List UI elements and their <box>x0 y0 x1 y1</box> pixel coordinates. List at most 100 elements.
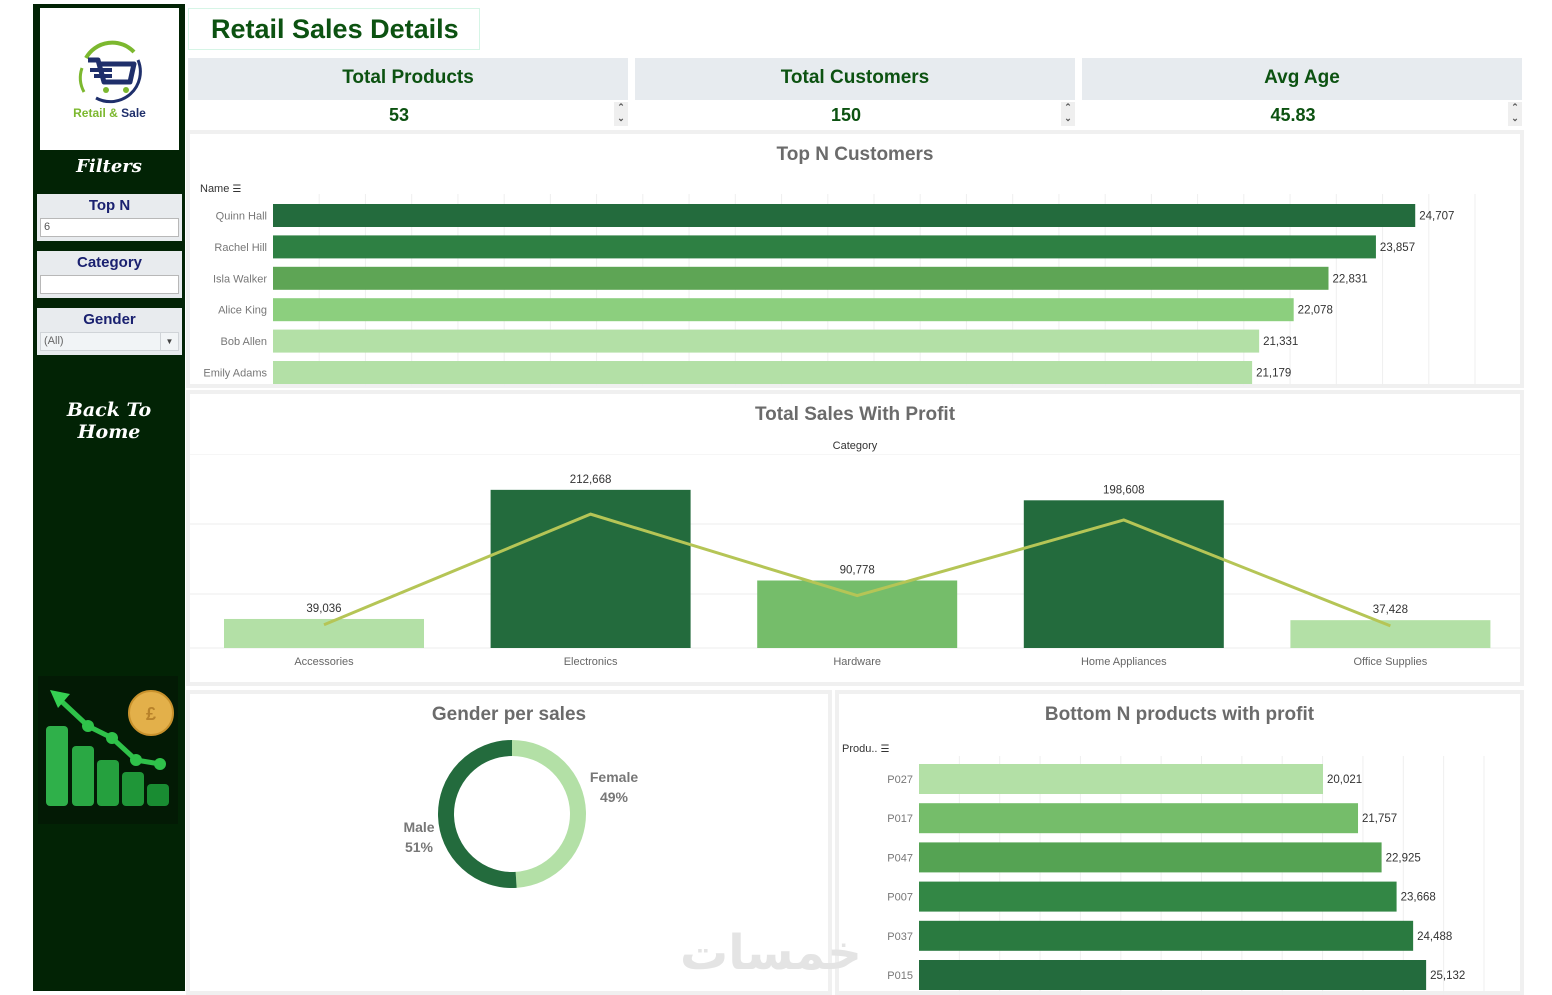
sort-ascending-icon[interactable]: ☰ <box>880 744 890 755</box>
logo-word-retail: Retail <box>73 106 106 120</box>
data-label: 20,021 <box>1327 774 1362 786</box>
filter-top-n: Top N 6 <box>37 194 182 241</box>
category-label: Quinn Hall <box>216 211 267 223</box>
axis-header: Produ.. ☰ <box>842 743 889 755</box>
axis-header-label: Produ.. <box>842 743 878 755</box>
kpi-label: Total Customers <box>635 58 1075 100</box>
gender-donut-chart: Female 49% Male 51% <box>403 740 638 888</box>
category-label: Bob Allen <box>221 336 267 348</box>
axis-header: Name ☰ <box>200 183 241 195</box>
data-label: 22,925 <box>1386 852 1421 864</box>
shopping-cart-icon <box>78 40 142 104</box>
bottom-products-chart: P027 20,021 P017 21,757 P047 22,925 P007 23,668… <box>887 756 1485 995</box>
logo-word-sale: Sale <box>121 106 146 120</box>
page-title: Retail Sales Details <box>188 8 480 50</box>
filters-heading: Filters <box>76 156 142 177</box>
category-label: Rachel Hill <box>214 242 267 254</box>
category-label: P047 <box>887 852 913 864</box>
chart-title: Total Sales With Profit <box>754 404 956 425</box>
kpi-avg-age: Avg Age 45.83 ⌃ ⌄ <box>1082 58 1522 130</box>
top-customers-panel: Top N Customers Name ☰ Quinn Hall 24,707 Ra… <box>186 130 1524 388</box>
data-label: 37,428 <box>1373 604 1408 616</box>
axis-header-label: Name <box>200 183 230 195</box>
bar <box>757 580 958 648</box>
filter-label: Gender <box>83 311 136 328</box>
chart-title: Top N Customers <box>776 144 934 165</box>
category-label: Electronics <box>564 656 618 668</box>
sales-profit-chart: 39,036 Accessories 212,668 Electronics 90,77… <box>190 454 1520 668</box>
chart-title: Bottom N products with profit <box>1044 704 1315 725</box>
kpi-label: Avg Age <box>1082 58 1522 100</box>
logo-text: Retail & Sale <box>73 106 146 120</box>
scroll-arrows-icon[interactable]: ⌃ ⌄ <box>614 102 628 126</box>
donut-slice <box>511 740 586 888</box>
data-label: 22,831 <box>1332 273 1367 285</box>
bar <box>273 266 1329 290</box>
kpi-total-products: Total Products 53 ⌃ ⌄ <box>188 58 628 130</box>
category-label: Emily Adams <box>203 368 267 380</box>
category-label: Hardware <box>833 656 881 668</box>
category-label: P027 <box>887 774 913 786</box>
category-label: Isla Walker <box>213 273 267 285</box>
gender-select[interactable]: (All) ▼ <box>40 332 179 351</box>
data-label: 22,078 <box>1298 305 1333 317</box>
bar <box>919 920 1414 951</box>
top-customers-chart: Quinn Hall 24,707 Rachel Hill 23,857 Isla Wa… <box>203 194 1476 386</box>
donut-slice <box>438 740 517 888</box>
logo: Retail & Sale <box>40 8 179 150</box>
bar <box>273 204 1416 227</box>
data-label: 21,757 <box>1362 813 1397 825</box>
chevron-down-icon[interactable]: ▼ <box>160 333 178 350</box>
kpi-value: 53 <box>388 105 410 125</box>
gender-panel: Gender per sales Female 49% Male 51% <box>186 690 832 995</box>
data-label: 198,608 <box>1103 484 1145 496</box>
gender-select-value: (All) <box>44 335 64 347</box>
bar <box>273 329 1260 353</box>
profit-line <box>323 512 1391 628</box>
scroll-arrows-icon[interactable]: ⌃ ⌄ <box>1508 102 1522 126</box>
slice-label: Male <box>403 819 434 835</box>
category-label: P017 <box>887 813 913 825</box>
svg-text:£: £ <box>146 704 156 724</box>
data-label: 23,668 <box>1401 892 1436 904</box>
data-label: 24,488 <box>1417 931 1452 943</box>
bar <box>273 361 1253 384</box>
back-to-home-button[interactable]: Back To Home <box>66 399 152 443</box>
sidebar: Retail & Sale Filters Top N 6 Category G… <box>33 4 185 991</box>
data-label: 21,331 <box>1263 336 1298 348</box>
category-label: Home Appliances <box>1081 656 1167 668</box>
bottom-products-panel: Bottom N products with profit Produ.. ☰ P… <box>835 690 1524 995</box>
bar <box>490 489 691 648</box>
kpi-total-customers: Total Customers 150 ⌃ ⌄ <box>635 58 1075 130</box>
slice-label: Female <box>590 769 638 785</box>
axis-header: Category <box>832 440 878 452</box>
bar <box>1023 500 1224 648</box>
slice-value: 49% <box>600 789 629 805</box>
data-label: 21,179 <box>1256 368 1291 380</box>
filter-label: Top N <box>88 197 131 214</box>
scroll-arrows-icon[interactable]: ⌃ ⌄ <box>1061 102 1075 126</box>
bar <box>273 298 1294 322</box>
category-label: P037 <box>887 931 913 943</box>
filter-gender: Gender (All) ▼ <box>37 308 182 355</box>
growth-chart-icon: £ <box>46 690 174 806</box>
data-label: 39,036 <box>306 603 341 615</box>
sort-descending-icon[interactable]: ☰ <box>232 184 242 195</box>
top-n-input[interactable]: 6 <box>40 218 179 237</box>
category-label: Accessories <box>294 656 354 668</box>
bar <box>919 764 1323 794</box>
data-label: 25,132 <box>1430 970 1465 982</box>
filter-category: Category <box>37 251 182 298</box>
bar <box>919 881 1397 912</box>
category-input[interactable] <box>40 275 179 294</box>
kpi-label: Total Products <box>188 58 628 100</box>
data-label: 212,668 <box>570 474 612 486</box>
category-label: P015 <box>887 970 913 982</box>
data-label: 23,857 <box>1380 242 1415 254</box>
kpi-value: 150 <box>830 105 862 125</box>
sales-profit-panel: Total Sales With Profit Category 39,036 A… <box>186 390 1524 686</box>
kpi-value: 45.83 <box>1270 105 1316 125</box>
data-label: 24,707 <box>1419 211 1454 223</box>
bar <box>919 803 1359 834</box>
growth-chart-image: £ <box>38 676 178 824</box>
